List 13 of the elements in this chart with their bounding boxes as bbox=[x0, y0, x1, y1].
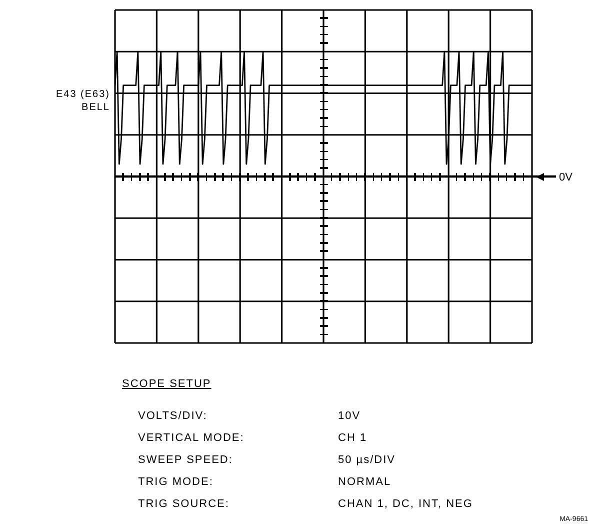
text: VERTICAL MODE: bbox=[138, 432, 244, 444]
ref-line-label: 0V bbox=[559, 172, 574, 184]
series-label: E43 (E63) BELL bbox=[54, 88, 110, 114]
text: VOLTS/DIV: bbox=[138, 410, 208, 422]
text: TRIG MODE: bbox=[138, 476, 214, 488]
text: NORMAL bbox=[338, 476, 392, 488]
text: 50 µs/DIV bbox=[338, 454, 396, 466]
text: CH 1 bbox=[338, 432, 368, 444]
text: SCOPE SETUP bbox=[122, 378, 212, 390]
text: 10V bbox=[338, 410, 361, 422]
text: SWEEP SPEED: bbox=[138, 454, 233, 466]
text: TRIG SOURCE: bbox=[138, 498, 230, 510]
text: CHAN 1, DC, INT, NEG bbox=[338, 498, 473, 510]
